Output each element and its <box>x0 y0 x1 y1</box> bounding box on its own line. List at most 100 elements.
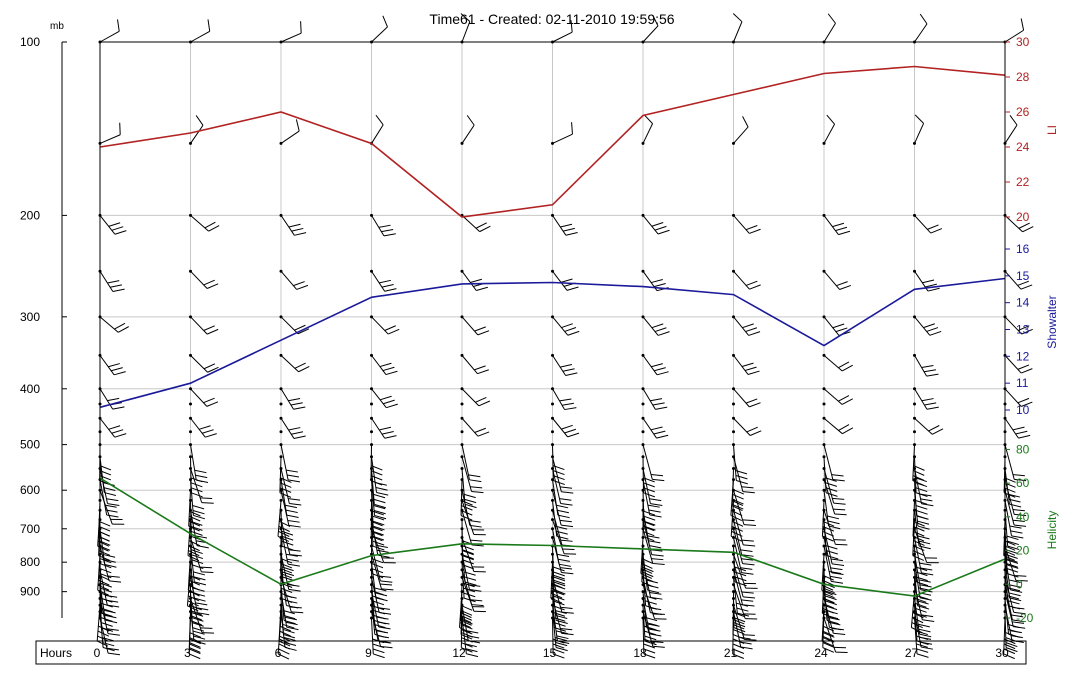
wind-barb-flag <box>652 645 665 648</box>
wind-barb-flag <box>833 508 846 511</box>
wind-barb <box>99 528 117 568</box>
wind-barb <box>371 270 397 292</box>
wind-barb-staff <box>461 124 475 144</box>
wind-barb-flag <box>561 424 573 430</box>
wind-barb-staff <box>371 554 382 589</box>
wind-barb-flag <box>1012 509 1025 512</box>
wind-barb-staff <box>461 316 479 336</box>
wind-barb-flag <box>378 626 391 630</box>
wind-barb-staff <box>642 215 659 235</box>
wind-barb-staff <box>552 468 562 504</box>
wind-barb-flag <box>1011 535 1024 539</box>
wind-barb-flag <box>920 498 933 502</box>
wind-barb <box>190 316 219 335</box>
wind-barb <box>99 355 126 376</box>
wind-barb <box>280 119 300 144</box>
wind-barb-flag <box>470 539 483 542</box>
wind-barb-flag <box>915 487 928 493</box>
wind-barb-flag <box>827 520 840 525</box>
wind-barb-flag <box>188 550 200 557</box>
wind-barb-flag <box>742 519 755 522</box>
wind-barb <box>371 617 385 659</box>
wind-barb <box>280 528 300 567</box>
hours-tick-label: 30 <box>995 646 1009 660</box>
wind-barb-flag <box>1009 630 1022 634</box>
wind-barb-staff <box>552 617 554 655</box>
wind-barb-flag <box>643 515 656 521</box>
wind-barb-flag <box>1021 328 1033 335</box>
wind-barb-staff <box>1004 545 1017 581</box>
wind-barb-flag <box>111 367 123 372</box>
wind-barb-staff <box>461 270 477 291</box>
wind-barb-flag <box>740 549 753 552</box>
wind-barb-flag <box>916 581 929 587</box>
index-series-layer <box>99 65 1006 597</box>
wind-barb-staff <box>371 270 386 292</box>
wind-barb-flag <box>745 327 758 333</box>
wind-barb-flag <box>114 433 127 438</box>
wind-barb <box>1004 215 1034 233</box>
wind-barb-staff <box>99 528 106 565</box>
wind-barb <box>99 215 127 235</box>
wind-barb-flag <box>286 514 299 518</box>
wind-barb-flag <box>570 20 573 33</box>
wind-barb-flag <box>921 614 934 618</box>
wind-barb-staff <box>914 468 923 504</box>
wind-barb <box>461 500 486 536</box>
wind-barb-flag <box>560 278 573 283</box>
wind-barb <box>914 468 934 507</box>
wind-barb <box>461 215 491 233</box>
wind-barb-staff <box>1004 270 1022 290</box>
wind-barb <box>280 479 299 518</box>
wind-barb-flag <box>552 653 565 659</box>
wind-barb-flag <box>649 514 662 518</box>
wind-barb-staff <box>914 562 921 598</box>
wind-barb-flag <box>294 362 306 369</box>
wind-barb-flag <box>1014 524 1027 527</box>
wind-barb-flag <box>653 430 666 435</box>
wind-barb-flag <box>370 470 383 476</box>
wind-barb-flag <box>375 114 384 126</box>
wind-barb <box>914 528 939 564</box>
wind-barb-flag <box>293 435 306 439</box>
wind-barb-flag <box>474 326 486 332</box>
wind-barb-flag <box>732 643 745 649</box>
wind-barb-flag <box>1007 623 1020 628</box>
wind-barb-flag <box>928 425 940 432</box>
wind-barb-flag <box>826 114 835 125</box>
wind-barb-flag <box>651 323 664 329</box>
wind-barb-flag <box>830 575 843 579</box>
wind-barb <box>280 519 302 557</box>
wind-barb <box>190 456 203 498</box>
wind-barb-flag <box>922 619 935 622</box>
wind-barb-flag <box>207 19 211 32</box>
wind-barb <box>280 554 301 592</box>
wind-barb <box>823 114 836 144</box>
wind-barb-flag <box>1012 426 1025 431</box>
wind-barb-flag <box>832 222 845 228</box>
wind-barb-flag <box>649 591 662 595</box>
wind-barb-staff <box>371 545 381 582</box>
wind-barb-flag <box>291 227 304 232</box>
wind-barb-staff <box>640 537 644 574</box>
wind-barb-flag <box>382 366 395 372</box>
wind-barb-staff <box>823 479 836 515</box>
wind-barb-flag <box>741 599 754 602</box>
wind-barb-flag <box>462 554 474 560</box>
wind-barb-staff <box>914 537 922 573</box>
wind-barb <box>642 114 654 144</box>
wind-barb-flag <box>560 503 573 506</box>
wind-barb-flag <box>373 653 385 659</box>
wind-barb-flag <box>98 520 111 527</box>
wind-barb-flag <box>384 325 396 331</box>
wind-barb-flag <box>827 13 836 24</box>
wind-barb-flag <box>916 648 929 653</box>
wind-barb-flag <box>1010 589 1023 593</box>
wind-barb <box>823 490 841 530</box>
x-axis-title: Hours <box>40 646 72 660</box>
wind-barb-flag <box>288 588 301 592</box>
wind-barb <box>733 510 756 547</box>
wind-barb <box>642 14 659 43</box>
wind-barb-flag <box>835 327 848 333</box>
wind-barb <box>823 617 848 653</box>
